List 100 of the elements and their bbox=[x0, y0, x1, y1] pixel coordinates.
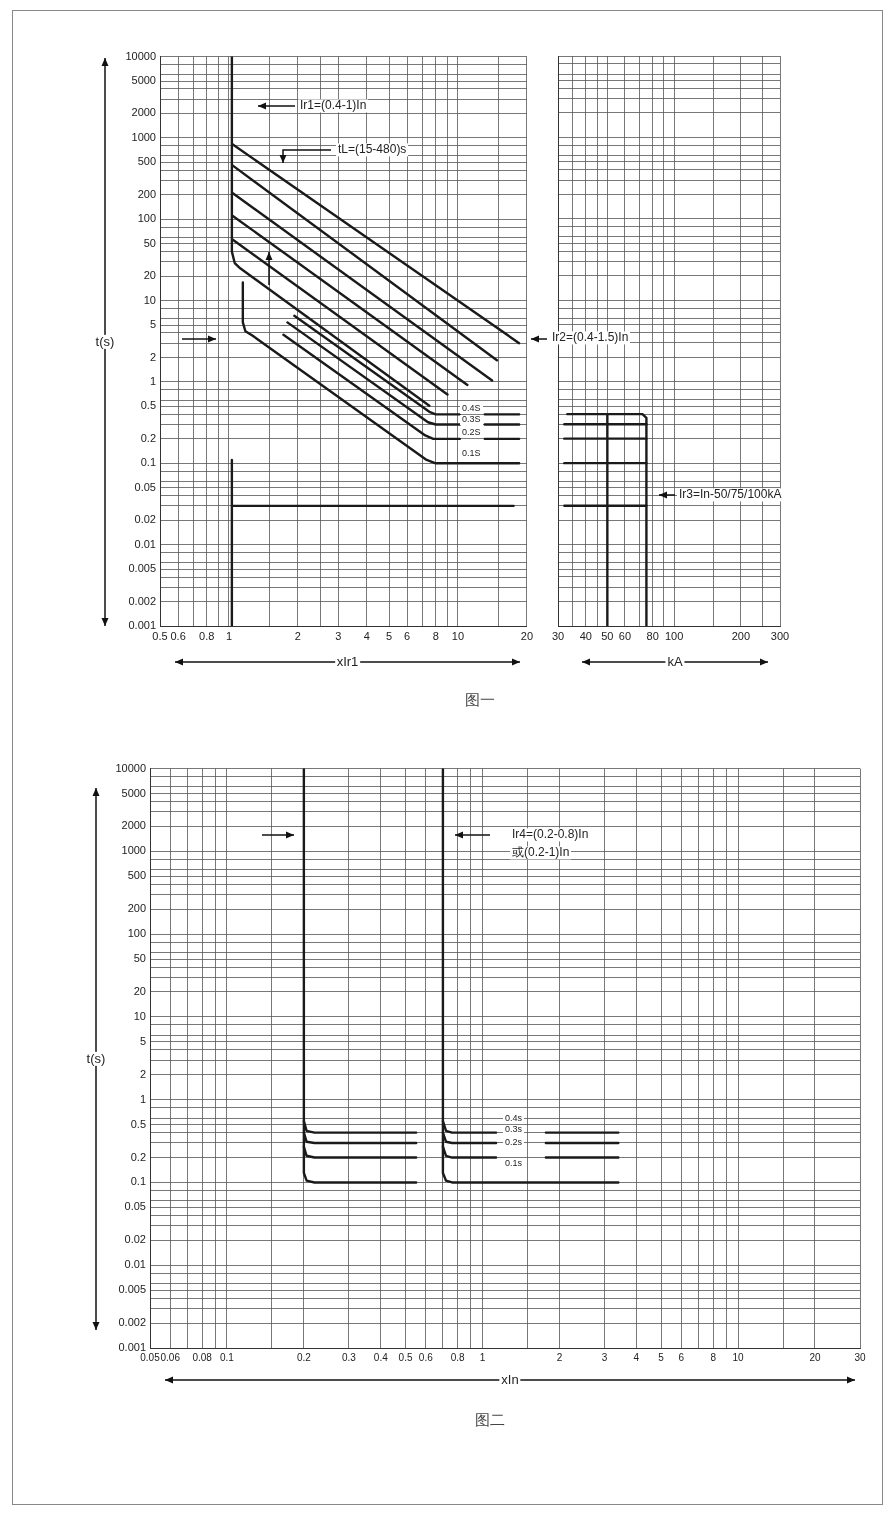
annotation: 0.1S bbox=[460, 448, 483, 459]
y-tick-label: 0.005 bbox=[118, 1283, 146, 1296]
y-tick-label: 0.1 bbox=[130, 1175, 146, 1188]
y-tick-label: 100 bbox=[127, 927, 146, 940]
x-tick-label: 5 bbox=[385, 629, 393, 642]
y-tick-label: 5000 bbox=[121, 786, 146, 799]
annotation: 0.3s bbox=[503, 1124, 525, 1135]
y-tick-label: 10000 bbox=[125, 49, 156, 62]
y-tick-label: 5000 bbox=[131, 74, 156, 87]
y-tick-label: 0.5 bbox=[140, 399, 156, 412]
y-tick-label: 0.001 bbox=[118, 1341, 146, 1354]
y-tick-label: 0.05 bbox=[124, 1200, 146, 1213]
y-axis-title: t(s) bbox=[84, 1050, 108, 1067]
x-tick-label: 1 bbox=[225, 629, 232, 642]
x-tick-label: 0.2 bbox=[296, 1351, 312, 1363]
y-tick-label: 2000 bbox=[131, 106, 156, 119]
x-tick-label: 2 bbox=[294, 629, 301, 642]
annotation: Ir4=(0.2-0.8)In bbox=[510, 827, 591, 842]
y-tick-label: 10 bbox=[133, 1009, 146, 1022]
x-tick-label: 3 bbox=[601, 1351, 608, 1363]
x-tick-label: 5 bbox=[658, 1351, 665, 1363]
y-tick-label: 0.05 bbox=[134, 480, 156, 493]
y-tick-label: 20 bbox=[143, 269, 156, 282]
x-tick-label: 20 bbox=[520, 629, 534, 642]
x-tick-label: 0.4 bbox=[373, 1351, 389, 1363]
x-tick-label: 0.6 bbox=[170, 629, 186, 642]
y-tick-label: 0.2 bbox=[130, 1150, 146, 1163]
y-tick-label: 0.02 bbox=[134, 513, 156, 526]
x-axis-title: xIn bbox=[499, 1371, 521, 1388]
y-tick-label: 2 bbox=[149, 350, 156, 363]
x-tick-label: 80 bbox=[646, 629, 659, 642]
x-tick-label: 20 bbox=[809, 1351, 821, 1363]
y-tick-label: 2 bbox=[139, 1067, 146, 1080]
y-tick-label: 200 bbox=[137, 187, 156, 200]
x-axis-title: xIr1 bbox=[334, 653, 361, 670]
annotation: 0.2S bbox=[460, 427, 483, 438]
y-tick-label: 10 bbox=[143, 293, 156, 306]
y-tick-label: 5 bbox=[149, 318, 156, 331]
x-tick-label: 10 bbox=[451, 629, 465, 642]
x-tick-label: 8 bbox=[432, 629, 439, 642]
x-tick-label: 6 bbox=[678, 1351, 685, 1363]
y-tick-label: 1000 bbox=[121, 844, 146, 857]
y-tick-label: 50 bbox=[143, 236, 156, 249]
y-tick-label: 0.01 bbox=[134, 537, 156, 550]
annotation: 0.4S bbox=[460, 403, 483, 414]
y-tick-label: 5 bbox=[139, 1034, 146, 1047]
annotation: tL=(15-480)s bbox=[336, 142, 409, 157]
y-tick-label: 100 bbox=[137, 212, 156, 225]
y-tick-label: 1000 bbox=[131, 130, 156, 143]
annotation: 0.3S bbox=[460, 414, 483, 425]
x-tick-label: 60 bbox=[618, 629, 632, 642]
x-tick-label: 300 bbox=[770, 629, 790, 642]
x-tick-label: 0.1 bbox=[219, 1351, 235, 1363]
y-tick-label: 20 bbox=[133, 985, 146, 998]
x-tick-label: 100 bbox=[664, 629, 684, 642]
x-tick-label: 200 bbox=[731, 629, 751, 642]
x-tick-label: 2 bbox=[556, 1351, 563, 1363]
x-tick-label: 1 bbox=[479, 1351, 486, 1363]
y-tick-label: 1 bbox=[139, 1092, 146, 1105]
y-tick-label: 0.5 bbox=[130, 1117, 146, 1130]
y-tick-label: 0.002 bbox=[128, 594, 156, 607]
x-tick-label: 4 bbox=[363, 629, 370, 642]
y-tick-label: 0.002 bbox=[118, 1316, 146, 1329]
annotation: Ir2=(0.4-1.5)In bbox=[550, 330, 631, 345]
x-tick-label: 8 bbox=[710, 1351, 717, 1363]
y-tick-label: 2000 bbox=[121, 819, 146, 832]
y-tick-label: 500 bbox=[137, 155, 156, 168]
y-tick-label: 1 bbox=[149, 375, 156, 387]
annotation: Ir3=In-50/75/100kA bbox=[677, 487, 784, 502]
y-tick-label: 0.001 bbox=[128, 619, 156, 632]
x-tick-label: 0.8 bbox=[450, 1351, 466, 1363]
x-tick-label: 0.08 bbox=[192, 1351, 213, 1363]
annotation: 0.2s bbox=[503, 1137, 525, 1148]
y-tick-label: 0.005 bbox=[128, 562, 156, 575]
text: 图一 bbox=[463, 690, 497, 709]
x-tick-label: 30 bbox=[551, 629, 565, 642]
y-tick-label: 0.02 bbox=[124, 1233, 146, 1246]
annotation: 或(0.2-1)In bbox=[510, 845, 572, 860]
y-tick-label: 50 bbox=[133, 952, 146, 965]
x-tick-label: 30 bbox=[854, 1351, 866, 1363]
y-tick-label: 0.2 bbox=[140, 431, 156, 444]
x-tick-label: 0.3 bbox=[341, 1351, 357, 1363]
y-tick-label: 0.1 bbox=[140, 456, 156, 469]
x-tick-label: 0.6 bbox=[418, 1351, 434, 1363]
y-tick-label: 500 bbox=[127, 869, 146, 882]
x-tick-label: 40 bbox=[579, 629, 592, 642]
x-tick-label: 50 bbox=[601, 629, 614, 642]
y-axis-title: t(s) bbox=[93, 333, 117, 350]
x-tick-label: 4 bbox=[633, 1351, 640, 1363]
y-tick-label: 0.01 bbox=[124, 1258, 146, 1271]
x-axis-title: kA bbox=[665, 653, 685, 670]
x-tick-label: 10 bbox=[732, 1351, 745, 1363]
annotation: 0.1s bbox=[503, 1158, 525, 1169]
x-tick-label: 3 bbox=[335, 629, 342, 642]
annotation: Ir1=(0.4-1)In bbox=[298, 98, 369, 113]
y-tick-label: 10000 bbox=[115, 761, 146, 774]
x-tick-label: 6 bbox=[404, 629, 411, 642]
x-tick-label: 0.5 bbox=[398, 1351, 413, 1363]
x-tick-label: 0.06 bbox=[160, 1351, 181, 1363]
annotation: 0.4s bbox=[503, 1113, 525, 1124]
